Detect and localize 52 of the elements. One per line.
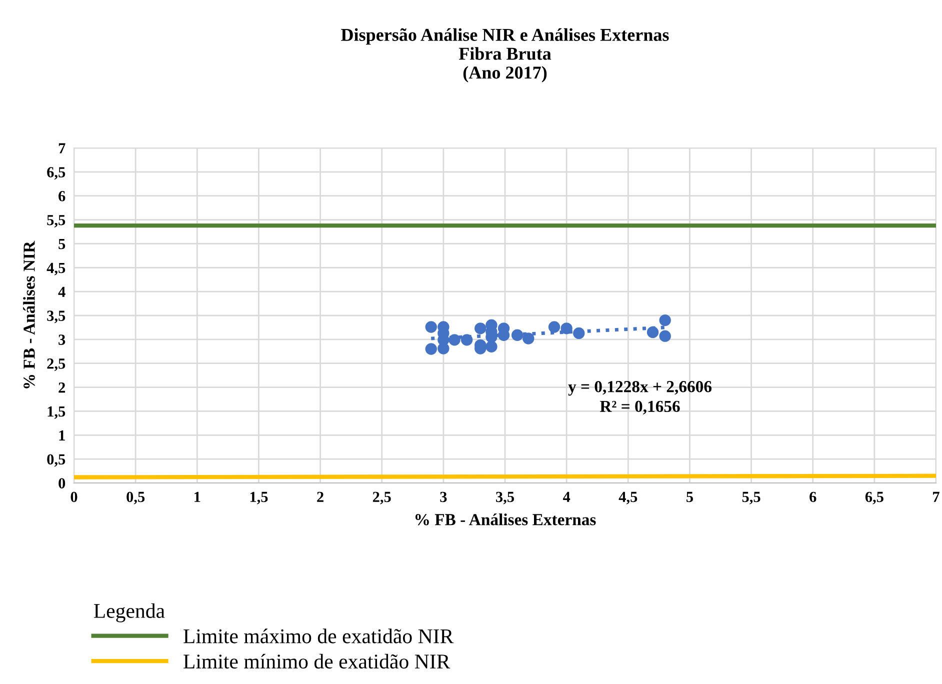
x-tick-label: 0	[70, 492, 78, 502]
y-tick-label: 5	[58, 239, 66, 250]
y-tick-label: 0,5	[47, 454, 66, 467]
y-tick-label: 5,5	[47, 215, 66, 228]
x-axis-title: % FB - Análises Externas	[416, 514, 596, 526]
y-tick-label: 4,5	[46, 262, 66, 276]
point	[474, 322, 486, 334]
point	[486, 340, 498, 352]
chart-title: Dispersão Análise NIR e Análises Externas Fibra Bruta (Ano 2017)	[341, 28, 669, 82]
y-tick-label: 7	[58, 143, 66, 154]
x-tick-label: 2,5	[372, 492, 391, 504]
x-tick-label: 5	[686, 492, 693, 502]
point	[573, 327, 585, 340]
x-tick-label: 3	[440, 492, 447, 502]
y-tick-label: 4	[58, 286, 66, 297]
y-tick-label: 6	[58, 191, 66, 202]
point	[560, 322, 572, 334]
x-tick-label: 6	[810, 492, 816, 502]
y-tick-label: 3	[58, 334, 66, 345]
y-tick-label: 2,5	[47, 358, 66, 372]
point	[460, 334, 473, 346]
y-tick-label: 1	[59, 430, 65, 440]
point	[659, 330, 671, 342]
point	[646, 326, 659, 338]
x-tick-label: 1	[194, 492, 200, 502]
x-tick-label: 7	[933, 492, 940, 502]
point	[438, 342, 450, 354]
y-tick-label: 6,5	[47, 167, 66, 180]
x-tick-label: 4,5	[618, 492, 638, 504]
legend-title: Legenda	[94, 603, 165, 622]
y-tick-label: 0	[58, 478, 66, 488]
point	[425, 343, 437, 355]
point	[511, 329, 524, 341]
annotation: y = 0,1228x + 2,6606 R² = 0,1656	[568, 381, 712, 414]
legend-label: Limite máximo de exatidão NIR	[184, 628, 454, 644]
y-tick-label: 2	[58, 382, 66, 393]
y-axis-title: % FB - Análises NIR	[23, 240, 35, 388]
y-tick-label: 3,5	[47, 310, 66, 324]
legend-label: Limite mínimo de exatidão NIR	[184, 654, 450, 669]
x-tick-label: 3,5	[496, 492, 514, 504]
point	[548, 321, 560, 333]
x-tick-label: 2	[317, 492, 324, 502]
point	[448, 334, 460, 346]
x-tick-label: 1,5	[250, 492, 268, 504]
x-tick-label: 6,5	[865, 492, 884, 504]
point	[522, 332, 534, 344]
point	[659, 314, 671, 326]
point	[425, 321, 437, 333]
x-tick-label: 0,5	[126, 492, 145, 504]
y-tick-label: 1,5	[48, 406, 66, 419]
x-tick-label: 5,5	[742, 492, 760, 504]
x-tick-label: 4	[562, 492, 570, 502]
